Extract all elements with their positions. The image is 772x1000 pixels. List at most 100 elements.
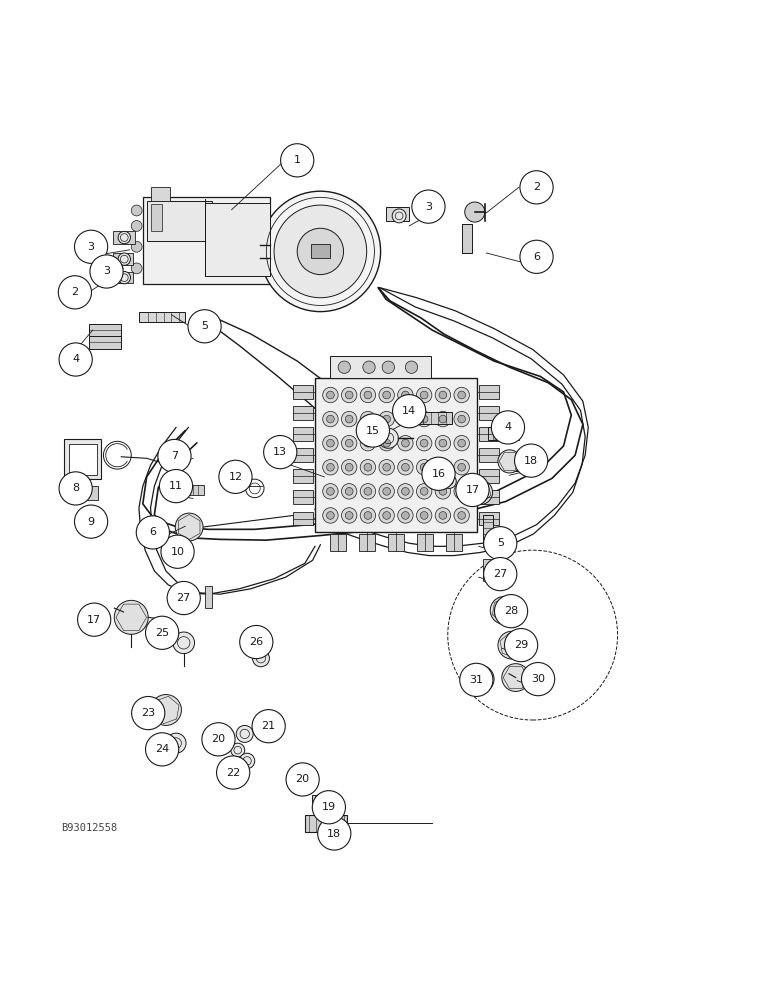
Circle shape xyxy=(435,508,451,523)
FancyBboxPatch shape xyxy=(78,486,98,500)
Text: 18: 18 xyxy=(327,829,341,839)
Circle shape xyxy=(379,460,394,475)
Circle shape xyxy=(345,415,353,423)
Circle shape xyxy=(231,743,245,757)
Text: 2: 2 xyxy=(71,287,79,297)
Circle shape xyxy=(166,733,186,753)
Circle shape xyxy=(364,487,372,495)
Circle shape xyxy=(341,435,357,451)
FancyBboxPatch shape xyxy=(482,515,493,546)
Circle shape xyxy=(405,361,418,373)
Circle shape xyxy=(383,512,391,519)
FancyBboxPatch shape xyxy=(293,406,313,420)
Circle shape xyxy=(59,276,92,309)
Text: 1: 1 xyxy=(293,155,301,165)
Circle shape xyxy=(264,718,279,733)
Circle shape xyxy=(145,733,179,766)
Circle shape xyxy=(361,484,376,499)
FancyBboxPatch shape xyxy=(113,272,133,283)
Circle shape xyxy=(281,144,314,177)
Circle shape xyxy=(454,460,469,475)
Circle shape xyxy=(341,508,357,523)
FancyBboxPatch shape xyxy=(462,224,472,253)
FancyBboxPatch shape xyxy=(305,815,347,832)
Circle shape xyxy=(458,463,466,471)
Circle shape xyxy=(439,487,447,495)
Circle shape xyxy=(442,475,456,488)
Text: 3: 3 xyxy=(87,242,95,252)
Text: 22: 22 xyxy=(226,768,240,778)
Text: 9: 9 xyxy=(87,517,95,527)
Circle shape xyxy=(345,512,353,519)
Circle shape xyxy=(458,439,466,447)
FancyBboxPatch shape xyxy=(293,385,313,399)
Circle shape xyxy=(252,650,269,667)
Circle shape xyxy=(361,411,376,427)
FancyBboxPatch shape xyxy=(205,203,270,276)
Circle shape xyxy=(158,439,191,473)
Circle shape xyxy=(59,343,93,376)
FancyBboxPatch shape xyxy=(143,197,270,284)
FancyBboxPatch shape xyxy=(151,204,162,231)
Circle shape xyxy=(323,435,338,451)
Circle shape xyxy=(382,361,394,373)
Circle shape xyxy=(515,444,547,477)
Circle shape xyxy=(131,221,142,231)
Circle shape xyxy=(454,435,469,451)
Text: 21: 21 xyxy=(262,721,276,731)
Text: 29: 29 xyxy=(514,640,528,650)
Text: 19: 19 xyxy=(322,802,336,812)
Circle shape xyxy=(383,439,391,447)
Circle shape xyxy=(416,435,432,451)
Circle shape xyxy=(420,512,428,519)
Circle shape xyxy=(420,487,428,495)
Circle shape xyxy=(361,460,376,475)
Circle shape xyxy=(416,484,432,499)
Circle shape xyxy=(435,387,451,403)
Circle shape xyxy=(398,387,413,403)
Text: 31: 31 xyxy=(469,675,483,685)
Text: 6: 6 xyxy=(149,527,157,537)
FancyBboxPatch shape xyxy=(417,412,452,424)
Circle shape xyxy=(59,472,93,505)
FancyBboxPatch shape xyxy=(147,201,212,241)
Circle shape xyxy=(118,271,130,284)
Circle shape xyxy=(151,695,181,725)
Text: 18: 18 xyxy=(524,456,538,466)
Circle shape xyxy=(201,723,235,756)
Text: 3: 3 xyxy=(425,202,432,212)
Circle shape xyxy=(327,439,334,447)
Circle shape xyxy=(327,487,334,495)
Circle shape xyxy=(136,516,170,549)
FancyBboxPatch shape xyxy=(479,406,499,420)
Text: 14: 14 xyxy=(402,406,416,416)
Circle shape xyxy=(439,415,447,423)
Text: 4: 4 xyxy=(72,354,80,364)
Circle shape xyxy=(422,457,455,490)
Circle shape xyxy=(363,361,375,373)
Circle shape xyxy=(392,209,406,223)
Text: 16: 16 xyxy=(432,469,445,479)
Text: 4: 4 xyxy=(504,422,512,432)
Circle shape xyxy=(398,435,413,451)
Text: 5: 5 xyxy=(201,321,208,331)
Circle shape xyxy=(345,391,353,399)
Circle shape xyxy=(401,391,409,399)
Circle shape xyxy=(505,629,537,662)
Circle shape xyxy=(454,484,469,499)
Circle shape xyxy=(401,439,409,447)
Circle shape xyxy=(435,484,451,499)
Text: 11: 11 xyxy=(169,481,183,491)
Circle shape xyxy=(173,632,195,654)
Circle shape xyxy=(364,512,372,519)
Circle shape xyxy=(416,508,432,523)
Circle shape xyxy=(392,395,426,428)
Circle shape xyxy=(131,263,142,274)
Circle shape xyxy=(252,710,286,743)
Circle shape xyxy=(364,415,372,423)
Text: 2: 2 xyxy=(533,182,540,192)
FancyBboxPatch shape xyxy=(479,512,499,525)
Text: 13: 13 xyxy=(273,447,287,457)
Circle shape xyxy=(356,414,390,447)
Circle shape xyxy=(398,484,413,499)
